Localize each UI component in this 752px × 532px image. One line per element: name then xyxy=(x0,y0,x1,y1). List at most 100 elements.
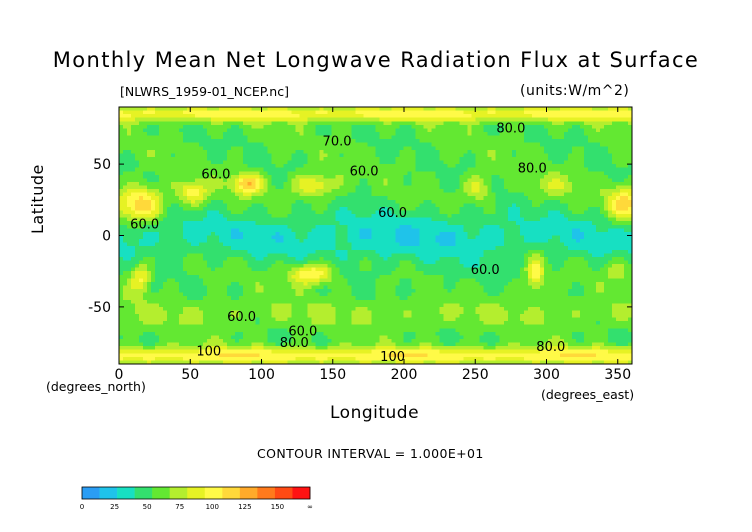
heatmap-cell xyxy=(311,235,316,240)
heatmap-cell xyxy=(287,167,292,172)
heatmap-cell xyxy=(331,110,336,115)
heatmap-cell xyxy=(551,235,557,240)
heatmap-cell xyxy=(251,107,256,111)
heatmap-cell xyxy=(391,228,396,233)
heatmap-cell xyxy=(359,174,364,179)
heatmap-cell xyxy=(151,181,156,186)
heatmap-cell xyxy=(351,181,356,186)
heatmap-cell xyxy=(231,239,236,244)
heatmap-cell xyxy=(359,242,364,247)
heatmap-cell xyxy=(399,146,404,151)
heatmap-cell xyxy=(159,131,164,136)
heatmap-cell xyxy=(135,224,140,229)
heatmap-cell xyxy=(303,128,308,133)
heatmap-cell xyxy=(323,239,328,244)
heatmap-cell xyxy=(127,149,132,154)
heatmap-cell xyxy=(207,189,212,194)
heatmap-cell xyxy=(439,160,445,165)
heatmap-cell xyxy=(419,128,424,133)
heatmap-cell xyxy=(527,239,533,244)
heatmap-cell xyxy=(431,114,437,119)
heatmap-cell xyxy=(515,239,521,244)
heatmap-cell xyxy=(455,206,461,211)
heatmap-cell xyxy=(431,228,437,233)
heatmap-cell xyxy=(243,221,248,226)
heatmap-cell xyxy=(343,239,348,244)
heatmap-cell xyxy=(619,206,625,211)
heatmap-cell xyxy=(479,206,485,211)
heatmap-cell xyxy=(439,221,445,226)
heatmap-cell xyxy=(531,153,537,158)
heatmap-cell xyxy=(291,153,296,158)
heatmap-cell xyxy=(403,228,408,233)
heatmap-cell xyxy=(259,149,264,154)
heatmap-cell xyxy=(263,164,268,169)
heatmap-cell xyxy=(467,114,473,119)
heatmap-cell xyxy=(359,131,364,136)
heatmap-cell xyxy=(563,167,569,172)
heatmap-cell xyxy=(415,124,420,129)
heatmap-cell xyxy=(247,206,252,211)
heatmap-cell xyxy=(231,235,236,240)
heatmap-cell xyxy=(527,153,533,158)
heatmap-cell xyxy=(323,146,328,151)
heatmap-cell xyxy=(367,239,372,244)
heatmap-cell xyxy=(259,146,264,151)
heatmap-cell xyxy=(571,114,577,119)
heatmap-cell xyxy=(431,139,437,144)
heatmap-cell xyxy=(511,199,517,204)
heatmap-cell xyxy=(547,153,553,158)
heatmap-cell xyxy=(555,128,561,133)
heatmap-cell xyxy=(427,124,433,129)
heatmap-cell xyxy=(195,242,200,247)
heatmap-cell xyxy=(367,210,372,215)
heatmap-cell xyxy=(275,128,280,133)
heatmap-cell xyxy=(411,185,416,190)
heatmap-cell xyxy=(239,171,244,176)
heatmap-cell xyxy=(451,128,457,133)
heatmap-cell xyxy=(447,139,453,144)
heatmap-cell xyxy=(151,203,156,208)
heatmap-cell xyxy=(179,185,184,190)
heatmap-cell xyxy=(187,231,192,236)
heatmap-cell xyxy=(415,171,420,176)
heatmap-cell xyxy=(571,142,577,147)
heatmap-cell xyxy=(335,242,340,247)
heatmap-cell xyxy=(135,121,140,126)
heatmap-cell xyxy=(207,156,212,161)
heatmap-cell xyxy=(579,149,585,154)
heatmap-cell xyxy=(435,231,441,236)
heatmap-cell xyxy=(287,117,292,122)
heatmap-cell xyxy=(127,114,132,119)
heatmap-cell xyxy=(347,242,352,247)
heatmap-cell xyxy=(531,142,537,147)
heatmap-cell xyxy=(603,160,609,165)
heatmap-cell xyxy=(179,206,184,211)
heatmap-cell xyxy=(463,231,469,236)
heatmap-cell xyxy=(239,210,244,215)
heatmap-cell xyxy=(343,206,348,211)
heatmap-cell xyxy=(527,214,533,219)
heatmap-cell xyxy=(539,160,545,165)
heatmap-cell xyxy=(527,192,533,197)
heatmap-cell xyxy=(431,196,437,201)
heatmap-cell xyxy=(247,117,252,122)
heatmap-cell xyxy=(407,192,412,197)
heatmap-cell xyxy=(615,235,621,240)
heatmap-cell xyxy=(451,174,457,179)
heatmap-cell xyxy=(563,178,569,183)
heatmap-cell xyxy=(255,231,260,236)
heatmap-cell xyxy=(255,174,260,179)
heatmap-cell xyxy=(287,210,292,215)
heatmap-cell xyxy=(207,117,212,122)
heatmap-cell xyxy=(555,149,561,154)
heatmap-cell xyxy=(523,181,529,186)
heatmap-cell xyxy=(395,153,400,158)
heatmap-cell xyxy=(159,117,164,122)
heatmap-cell xyxy=(527,224,533,229)
heatmap-cell xyxy=(339,167,344,172)
heatmap-cell xyxy=(331,117,336,122)
heatmap-cell xyxy=(199,239,204,244)
heatmap-cell xyxy=(459,228,465,233)
heatmap-cell xyxy=(159,242,164,247)
